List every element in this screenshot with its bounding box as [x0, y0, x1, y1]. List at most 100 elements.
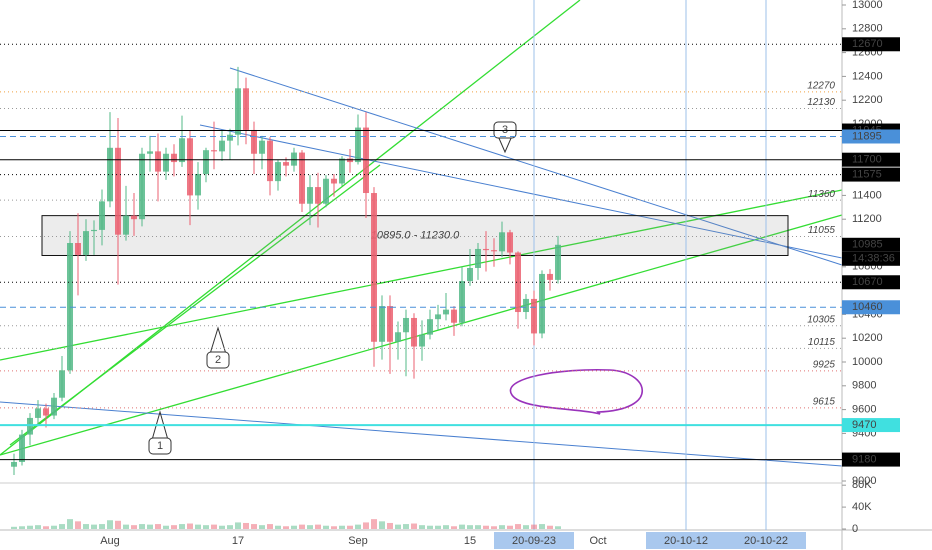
volume-bar [83, 524, 89, 529]
volume-bar [323, 525, 329, 529]
drawing-label: 3 [502, 124, 508, 136]
candle-body [219, 140, 225, 152]
candle-body [555, 244, 561, 280]
volume-bar [387, 522, 393, 529]
price-badge-label: 11895 [852, 130, 882, 142]
volume-bar [451, 526, 457, 529]
volume-tick-label: 80K [852, 479, 872, 491]
price-badge-label: 10985 [852, 239, 883, 251]
candle-body [83, 231, 89, 255]
trendline [229, 67, 843, 266]
candle-body [451, 309, 457, 323]
candle-body [395, 332, 401, 342]
volume-bar [491, 526, 497, 529]
y-tick-label: 12200 [852, 94, 883, 106]
candle-body [443, 309, 449, 315]
candle-body [75, 243, 81, 255]
volume-bar [315, 524, 321, 529]
level-annotation-label: 9615 [813, 396, 836, 407]
volume-bar [283, 526, 289, 529]
candle-body [227, 134, 233, 141]
volume-bar [59, 524, 65, 529]
price-badge-label: 9180 [852, 453, 876, 465]
candle-body [299, 152, 305, 204]
candle-body [491, 250, 497, 252]
x-tick-label: Sep [348, 535, 368, 547]
price-badge-label: 9470 [852, 419, 876, 431]
candle-body [283, 162, 289, 166]
candle-body [411, 317, 417, 347]
volume-bar [419, 525, 425, 529]
candle-body [211, 150, 217, 152]
level-annotation-label: 9925 [813, 360, 836, 371]
candle-body [267, 140, 273, 182]
range-box-label: 10895.0 - 11230.0 [371, 229, 460, 241]
volume-bar [195, 524, 201, 529]
candle-body [59, 370, 65, 398]
volume-bar [395, 524, 401, 529]
x-tick-label: 20-10-22 [744, 535, 788, 547]
volume-bar [307, 525, 313, 529]
volume-bar [267, 524, 273, 529]
candle-body [379, 306, 385, 342]
level-annotation-label: 10115 [808, 337, 836, 348]
candle-body [419, 334, 425, 347]
y-tick-label: 9000 [852, 475, 876, 487]
volume-bar [459, 524, 465, 529]
volume-bar [131, 525, 137, 529]
volume-bar [19, 526, 25, 529]
volume-bar [179, 524, 185, 529]
candle-body [35, 408, 41, 418]
volume-bar [139, 524, 145, 529]
volume-bar [227, 525, 233, 529]
volume-bar [379, 521, 385, 529]
volume-bar [435, 525, 441, 529]
date-highlight [726, 532, 806, 549]
volume-bar [499, 525, 505, 529]
volume-bar [155, 524, 161, 529]
y-tick-label: 10000 [852, 356, 883, 368]
candle-body [131, 215, 137, 220]
x-tick-label: Aug [100, 535, 120, 547]
candle-body [147, 151, 153, 154]
price-badge [842, 167, 900, 182]
volume-bar [403, 524, 409, 529]
range-box [41, 215, 789, 256]
volume-bar [507, 525, 513, 529]
volume-bar [475, 525, 481, 529]
countdown-badge [842, 251, 900, 266]
volume-bar [91, 524, 97, 529]
candle-body [339, 158, 345, 184]
price-badge [842, 418, 900, 433]
volume-bar [75, 521, 81, 529]
candle-body [179, 138, 185, 163]
callout-box [493, 121, 517, 139]
volume-bar [555, 526, 561, 529]
volume-bar [363, 522, 369, 529]
candle-body [51, 397, 57, 416]
x-tick-label: 17 [232, 535, 244, 547]
candle-body [27, 417, 33, 435]
candle-body [11, 461, 17, 467]
volume-bar [355, 524, 361, 529]
candle-body [307, 187, 313, 204]
volume-bar [243, 522, 249, 529]
volume-bar [347, 525, 353, 529]
candle-body [315, 187, 321, 204]
price-badge [842, 129, 900, 144]
volume-bar [51, 525, 57, 529]
price-badge-label: 11575 [852, 168, 882, 180]
x-tick-label: 15 [464, 535, 476, 547]
volume-bar [219, 525, 225, 529]
candle-body [91, 229, 97, 232]
drawings [0, 0, 843, 467]
volume-bar [531, 524, 537, 529]
volume-bar [123, 524, 129, 529]
volume-bar [443, 525, 449, 529]
candle-body [19, 434, 25, 462]
price-badge [842, 452, 900, 467]
volume-bar [331, 526, 337, 529]
volume-tick-label: 40K [852, 501, 872, 513]
candle-body [347, 158, 353, 163]
